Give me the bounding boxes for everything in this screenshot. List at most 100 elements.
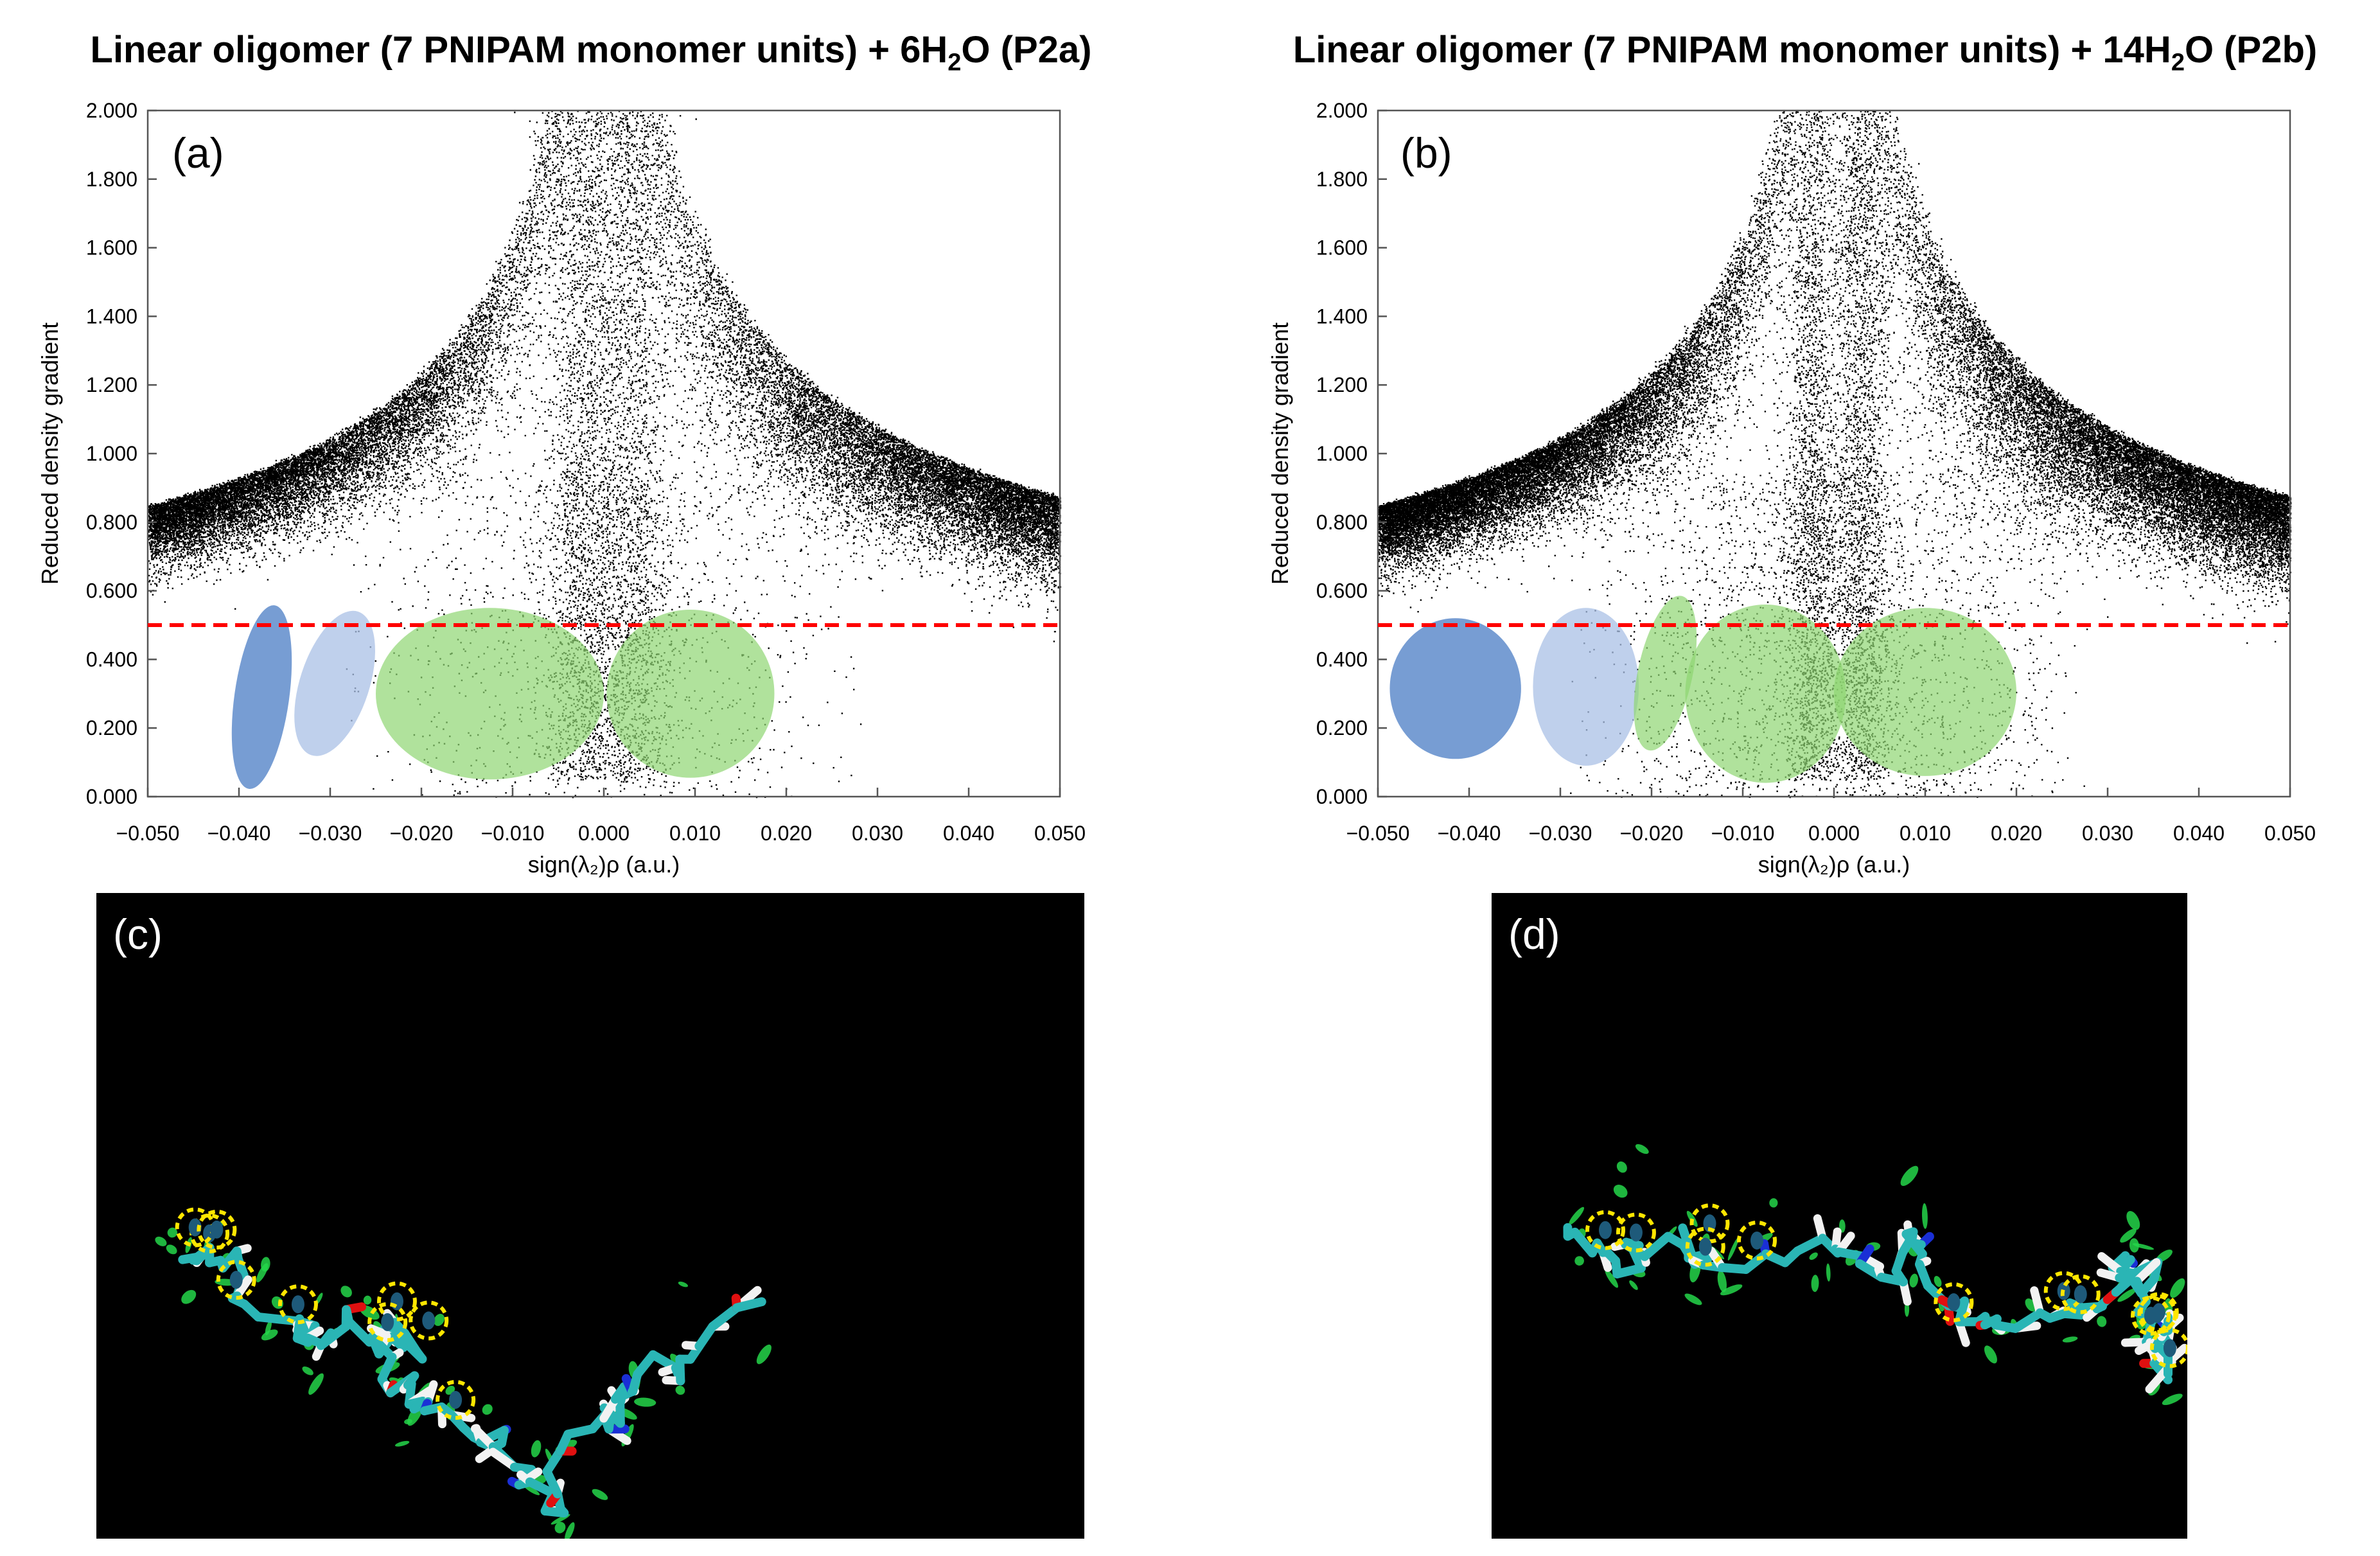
hbond-isosurface	[2151, 1305, 2164, 1323]
y-tick-label: 1.200	[86, 373, 137, 396]
nci-isosurface	[394, 1440, 410, 1447]
scatter-cloud	[1378, 111, 2292, 799]
nci-isosurface	[302, 1366, 313, 1375]
y-tick-label: 0.400	[1316, 648, 1368, 671]
hbond-isosurface	[1698, 1237, 1712, 1256]
nci-isosurface	[1717, 1270, 1727, 1293]
hbond-highlight-circle	[367, 1302, 408, 1343]
nci-isosurface	[308, 1373, 324, 1395]
x-tick-label: −0.010	[481, 822, 545, 845]
nci-isosurface	[756, 1344, 771, 1365]
y-tick-label: 1.800	[1316, 168, 1368, 191]
hbond-highlight-circle	[1585, 1210, 1626, 1250]
hbond-highlight-circle	[2060, 1274, 2101, 1314]
hbond-isosurface	[381, 1313, 394, 1332]
panel-letter-b: (b)	[1400, 129, 1452, 177]
nci-isosurface	[340, 1286, 352, 1298]
nci-isosurface	[265, 1320, 272, 1336]
nci-isosurface	[1934, 1276, 1942, 1287]
carbon-bond	[367, 1332, 397, 1362]
y-tick-label: 1.000	[86, 442, 137, 465]
y-tick-label: 0.800	[1316, 511, 1368, 534]
nci-isosurface	[2126, 1210, 2140, 1230]
x-tick-label: 0.040	[943, 822, 994, 845]
hbond-isosurface	[1599, 1221, 1612, 1239]
nci-isosurface	[363, 1295, 372, 1305]
nci-isosurface	[155, 1236, 167, 1246]
nci-isosurface	[2170, 1278, 2185, 1298]
y-tick-label: 0.600	[86, 579, 137, 603]
nci-isosurface	[1613, 1185, 1628, 1198]
hbond-isosurface	[449, 1390, 463, 1409]
hbond-highlight-circle	[436, 1379, 476, 1420]
molecule-render-c	[155, 1207, 771, 1539]
y-tick-label: 1.600	[1316, 236, 1368, 260]
nci-isosurface	[1909, 1273, 1918, 1288]
hbond-highlight-circle	[2137, 1294, 2178, 1334]
hbond-isosurface	[390, 1292, 403, 1311]
interaction-region	[1533, 608, 1639, 766]
y-tick-label: 0.000	[1316, 785, 1368, 808]
x-tick-label: 0.050	[1034, 822, 1086, 845]
y-tick-label: 1.800	[86, 168, 137, 191]
x-tick-label: −0.050	[116, 822, 180, 845]
nci-isosurface	[482, 1404, 493, 1415]
panel-letter-d: (d)	[1508, 910, 1560, 958]
molecule	[155, 1207, 771, 1539]
hbond-isosurface	[188, 1218, 202, 1237]
carbon-bond	[708, 1303, 742, 1331]
chart-title-a: Linear oligomer (7 PNIPAM monomer units)…	[90, 29, 1092, 76]
x-tick-label: −0.030	[1529, 822, 1592, 845]
nci-isosurface	[1984, 1345, 1997, 1364]
molecule-panel-d: (d)	[1492, 893, 2187, 1539]
hbond-isosurface	[1947, 1293, 1961, 1312]
x-tick-label: −0.010	[1711, 822, 1775, 845]
nci-isosurface	[1629, 1280, 1638, 1290]
hbond-highlight-circle	[2131, 1295, 2171, 1336]
hbond-isosurface	[1750, 1231, 1764, 1250]
carbon-bond	[732, 1297, 766, 1313]
interaction-region	[294, 610, 375, 756]
hydrogen-bond-stick	[2132, 1258, 2161, 1286]
y-axis-label: Reduced density gradient	[37, 323, 63, 585]
x-tick-label: 0.020	[761, 822, 812, 845]
nci-isosurface	[1574, 1256, 1584, 1266]
x-axis-label: sign(λ₂)ρ (a.u.)	[1758, 851, 1910, 878]
nci-isosurface	[554, 1521, 566, 1534]
nci-isosurface	[678, 1281, 688, 1287]
y-tick-label: 1.400	[86, 305, 137, 328]
panel-letter-c: (c)	[113, 910, 163, 958]
carbon-bond	[2011, 1308, 2045, 1333]
x-tick-label: 0.000	[1808, 822, 1860, 845]
y-tick-label: 1.600	[86, 236, 137, 260]
nci-isosurface	[166, 1244, 177, 1255]
y-tick-label: 0.200	[86, 716, 137, 739]
hbond-isosurface	[210, 1220, 224, 1239]
interaction-region	[1834, 608, 2016, 776]
nci-isosurface	[2120, 1228, 2137, 1243]
carbon-bond	[1793, 1233, 1828, 1256]
y-tick-label: 0.400	[86, 648, 137, 671]
hbond-isosurface	[229, 1271, 243, 1289]
y-tick-label: 0.200	[1316, 716, 1368, 739]
hbond-isosurface	[291, 1295, 304, 1314]
y-tick-label: 0.800	[86, 511, 137, 534]
y-tick-label: 1.200	[1316, 373, 1368, 396]
nci-isosurface	[271, 1296, 283, 1309]
hbond-highlight-circle	[1616, 1212, 1656, 1253]
chart-title-b: Linear oligomer (7 PNIPAM monomer units)…	[1292, 29, 2318, 76]
y-tick-label: 2.000	[1316, 99, 1368, 122]
interaction-region	[606, 610, 775, 778]
nci-isosurface	[1769, 1198, 1778, 1208]
scatter-points	[1378, 111, 2292, 799]
hbond-highlight-circle	[1737, 1220, 1777, 1260]
nci-isosurface	[1616, 1161, 1627, 1173]
nci-isosurface	[2132, 1243, 2155, 1250]
nci-isosurface	[181, 1289, 197, 1304]
interaction-region	[1389, 618, 1521, 759]
nci-isosurface	[1811, 1275, 1819, 1293]
hbond-highlight-circle	[1685, 1226, 1725, 1267]
nci-isosurface	[1727, 1237, 1739, 1261]
nci-isosurface	[675, 1385, 685, 1395]
hbond-highlight-circle	[278, 1284, 318, 1325]
